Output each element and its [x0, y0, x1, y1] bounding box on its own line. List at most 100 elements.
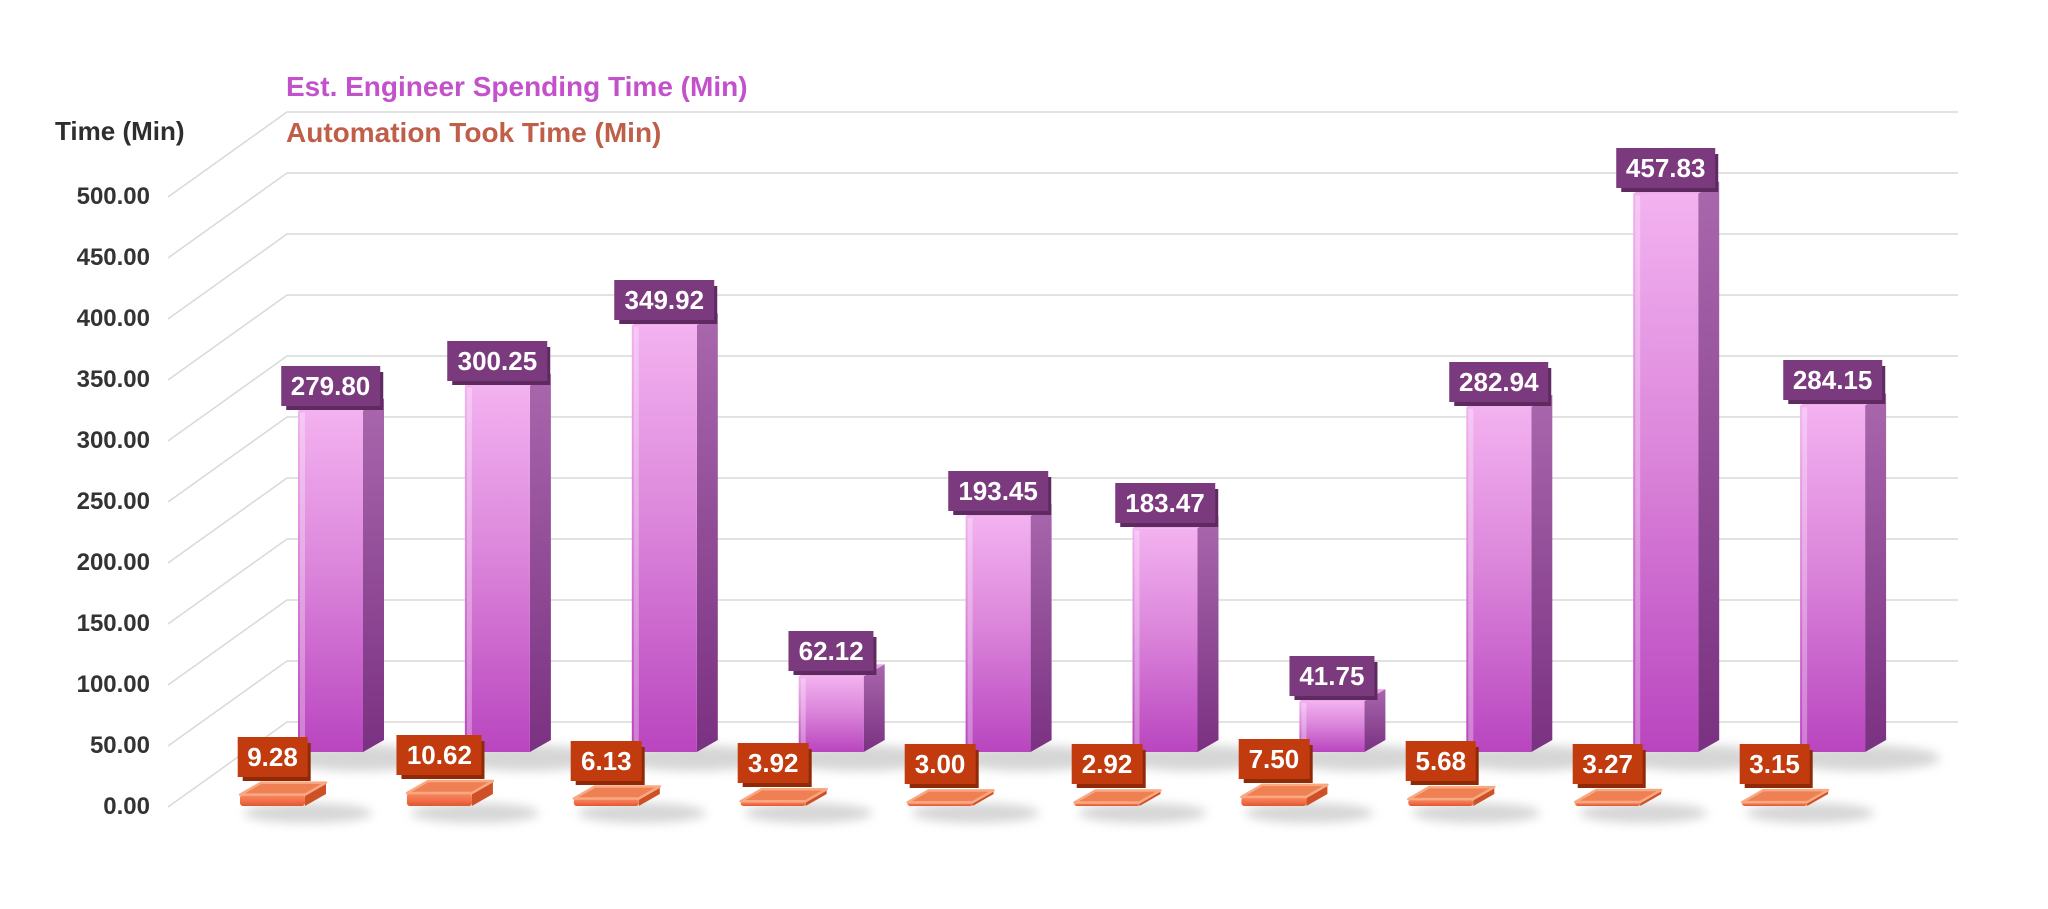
bar-automation-3[interactable]: [572, 785, 662, 806]
bar-engineer-7[interactable]: [1299, 689, 1386, 752]
top-face: [739, 787, 828, 803]
bar-engineer-1[interactable]: [298, 398, 384, 752]
side-face: [1698, 181, 1720, 753]
bar-automation-7[interactable]: [1240, 783, 1329, 806]
legend: Est. Engineer Spending Time (Min) Automa…: [286, 70, 748, 162]
gridline-450: [167, 172, 1958, 259]
front-face: [798, 676, 864, 752]
value-label-engineer-9[interactable]: 457.83: [1615, 148, 1716, 189]
gridline-400: [167, 233, 1958, 320]
value-label-automation-6[interactable]: 2.92: [1071, 744, 1143, 785]
gridline-500: [167, 111, 1958, 198]
value-label-engineer-10[interactable]: 284.15: [1782, 360, 1883, 401]
y-tick-label-400: 400.00: [76, 305, 150, 332]
front-face: [464, 385, 530, 752]
front-highlight: [300, 412, 305, 750]
value-label-automation-7[interactable]: 7.50: [1238, 738, 1310, 779]
value-label-engineer-3[interactable]: 349.92: [614, 280, 715, 321]
front-face: [1132, 528, 1198, 752]
front-face: [631, 325, 697, 752]
gridline-300: [167, 355, 1958, 442]
bar-automation-8[interactable]: [1407, 785, 1496, 806]
bar-engineer-6[interactable]: [1132, 516, 1219, 752]
side-face: [696, 313, 718, 752]
bar-engineer-10[interactable]: [1800, 393, 1887, 752]
value-label-automation-4[interactable]: 3.92: [737, 743, 809, 784]
side-face: [1473, 787, 1495, 806]
value-label-automation-1[interactable]: 9.28: [237, 736, 308, 777]
top-face: [1240, 783, 1329, 799]
bar-shadow: [1579, 803, 1708, 823]
value-label-engineer-1[interactable]: 279.80: [280, 365, 381, 406]
side-face: [1306, 784, 1328, 806]
bar-shadow: [911, 803, 1040, 823]
y-tick-label-300: 300.00: [76, 427, 150, 454]
bar-automation-9[interactable]: [1573, 788, 1663, 806]
front-highlight: [1134, 530, 1140, 750]
side-face: [529, 373, 551, 752]
bar-automation-1[interactable]: [238, 781, 328, 806]
bar-shadow: [577, 803, 706, 823]
bar-shadow: [244, 803, 372, 823]
front-face: [1800, 405, 1866, 752]
bar-engineer-4[interactable]: [798, 664, 885, 752]
value-label-engineer-5[interactable]: 193.45: [948, 470, 1048, 511]
front-face: [573, 798, 639, 806]
bar-engineer-2[interactable]: [464, 373, 551, 752]
side-face: [305, 782, 326, 806]
bar-shadow: [1412, 803, 1541, 823]
y-tick-label-50: 50.00: [89, 732, 150, 759]
y-tick-label-200: 200.00: [76, 549, 150, 576]
value-label-automation-2[interactable]: 10.62: [396, 735, 482, 776]
top-face: [238, 781, 328, 796]
front-face: [1466, 406, 1532, 752]
value-label-automation-9[interactable]: 3.27: [1572, 744, 1643, 784]
gridline-100: [167, 599, 1958, 686]
value-label-engineer-2[interactable]: 300.25: [447, 340, 548, 381]
value-label-engineer-8[interactable]: 282.94: [1449, 361, 1549, 402]
legend-item-automation-time[interactable]: Automation Took Time (Min): [286, 117, 662, 148]
bar-automation-10[interactable]: [1740, 788, 1830, 806]
bars-group: [238, 181, 1941, 823]
bar-automation-2[interactable]: [405, 779, 495, 806]
bar-shadow: [1078, 803, 1207, 823]
front-highlight: [800, 678, 806, 750]
top-face: [405, 779, 495, 795]
value-label-engineer-4[interactable]: 62.12: [788, 631, 874, 672]
top-face: [1573, 788, 1663, 804]
front-highlight: [633, 327, 639, 750]
front-face: [1408, 799, 1474, 806]
bar-automation-4[interactable]: [739, 787, 828, 806]
value-label-engineer-6[interactable]: 183.47: [1115, 483, 1215, 524]
y-tick-label-500: 500.00: [76, 183, 150, 210]
value-label-automation-5[interactable]: 3.00: [904, 744, 976, 785]
y-tick-label-250: 250.00: [76, 488, 150, 515]
value-label-automation-3[interactable]: 6.13: [570, 740, 642, 781]
bar-engineer-8[interactable]: [1466, 394, 1553, 752]
gridline-350: [167, 294, 1958, 381]
side-face: [1030, 503, 1052, 752]
front-highlight: [466, 387, 472, 750]
gridline-50: [167, 660, 1958, 747]
bar-engineer-9[interactable]: [1633, 181, 1720, 753]
value-label-automation-8[interactable]: 5.68: [1405, 741, 1477, 782]
gridline-250: [167, 416, 1958, 503]
side-face: [1364, 689, 1386, 752]
bar-engineer-5[interactable]: [965, 503, 1052, 752]
bar-automation-5[interactable]: [906, 789, 995, 806]
side-face: [471, 781, 493, 806]
y-tick-label-450: 450.00: [76, 244, 150, 271]
legend-item-engineer-time[interactable]: Est. Engineer Spending Time (Min): [286, 71, 748, 102]
value-label-automation-10[interactable]: 3.15: [1739, 744, 1810, 785]
side-face: [1531, 394, 1553, 752]
top-face: [1073, 789, 1162, 804]
front-face: [1299, 701, 1365, 752]
y-tick-label-150: 150.00: [76, 610, 150, 637]
front-highlight: [1468, 408, 1474, 750]
bar-automation-6[interactable]: [1073, 789, 1162, 806]
value-label-engineer-7[interactable]: 41.75: [1289, 656, 1375, 697]
front-highlight: [1301, 703, 1307, 750]
bar-engineer-3[interactable]: [631, 313, 718, 752]
side-face: [1197, 516, 1219, 752]
